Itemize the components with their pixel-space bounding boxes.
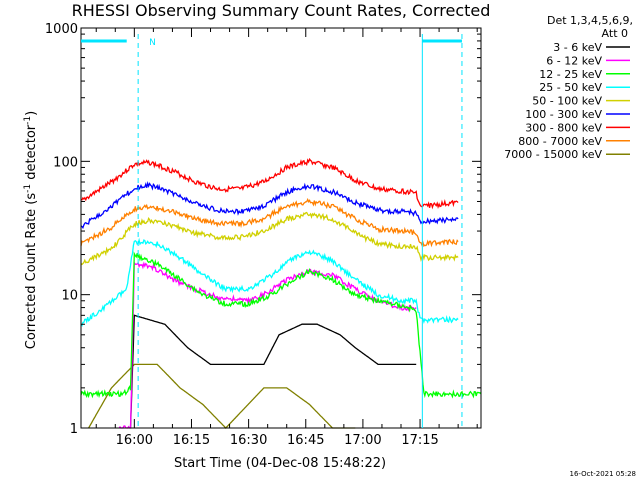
x-tick-label: 17:15 (401, 433, 438, 448)
legend-header-detectors: Det 1,3,4,5,6,9, (547, 14, 633, 27)
legend-entry-label: 300 - 800 keV (525, 121, 602, 134)
y-tick-label: 1 (70, 422, 78, 437)
legend-entry-label: 100 - 300 keV (525, 108, 602, 121)
legend-entry-label: 800 - 7000 keV (518, 135, 602, 148)
series-line (80, 181, 459, 230)
legend-entry-label: 6 - 12 keV (546, 54, 602, 67)
x-axis-label: Start Time (04-Dec-08 15:48:22) (174, 456, 386, 471)
y-tick-label: 1000 (45, 22, 78, 37)
chart-title: RHESSI Observing Summary Count Rates, Co… (72, 1, 491, 20)
annotation-label: N (149, 38, 156, 48)
x-tick-label: 16:15 (173, 433, 210, 448)
series-line (88, 363, 356, 429)
legend-entry-label: 50 - 100 keV (532, 95, 602, 108)
x-tick-label: 16:00 (116, 433, 153, 448)
legend-entry-label: 12 - 25 keV (539, 68, 602, 81)
legend-entry-label: 3 - 6 keV (553, 41, 602, 54)
series-line (80, 157, 459, 210)
x-tick-label: 17:00 (344, 433, 381, 448)
plot-region (80, 157, 482, 429)
series-line (80, 197, 459, 248)
y-tick-label: 100 (53, 155, 78, 170)
y-tick-label: 10 (61, 289, 78, 304)
generation-timestamp: 16-Oct-2021 05:28 (570, 470, 636, 478)
annotations: N (81, 34, 463, 428)
y-axis-label: Corrected Count Rate (s-1 detector-1) (23, 111, 39, 349)
legend-header-attenuator: Att 0 (602, 27, 628, 40)
legend-entry-label: 25 - 50 keV (539, 81, 602, 94)
legend-entry-label: 7000 - 15000 keV (504, 148, 602, 161)
series-line (129, 314, 417, 429)
axis-ticks: 1 10 100 1000 16:00 16:15 16:30 16:45 17:00 17:15 (45, 22, 482, 448)
series-line (118, 261, 417, 429)
x-tick-label: 16:45 (287, 433, 324, 448)
series-line (80, 211, 459, 266)
x-tick-label: 16:30 (230, 433, 267, 448)
series-line (80, 237, 459, 327)
series-line (80, 251, 482, 399)
plot-frame (80, 27, 482, 429)
